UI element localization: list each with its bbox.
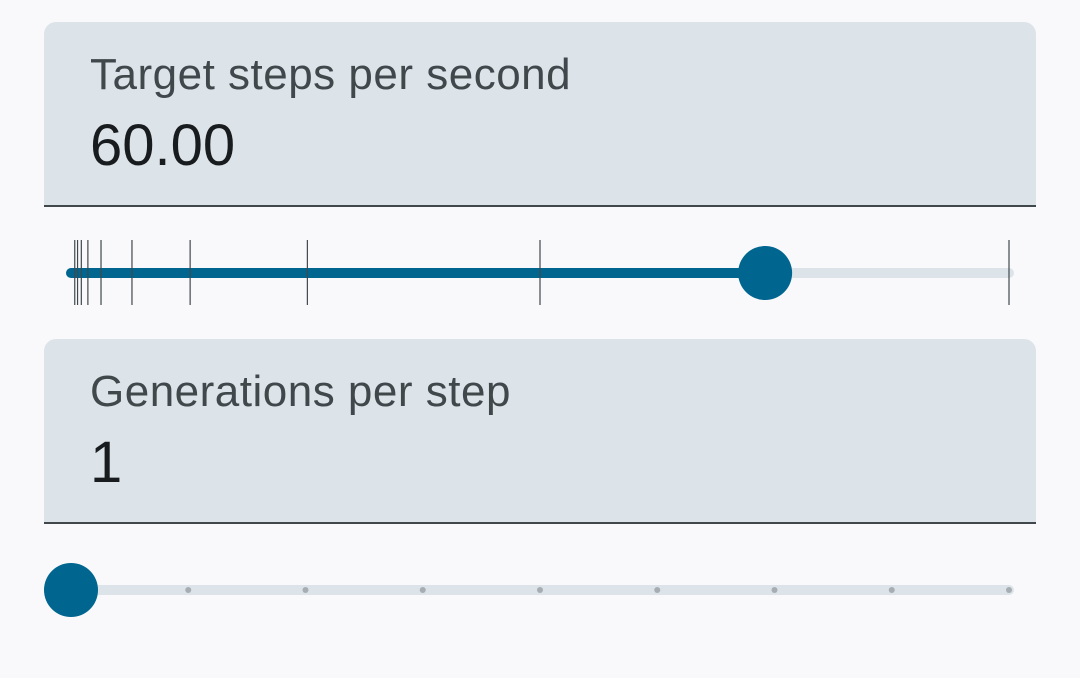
generations-per-step-slider[interactable] xyxy=(44,555,1036,625)
tick-dot xyxy=(654,587,661,593)
tick-dot xyxy=(419,587,426,593)
tick-dot xyxy=(888,587,895,593)
tick-dot xyxy=(771,587,778,593)
slider-thumb[interactable] xyxy=(738,246,793,300)
target-steps-label: Target steps per second xyxy=(90,50,572,99)
slider-thumb[interactable] xyxy=(44,563,98,617)
target-steps-value[interactable]: 60.00 xyxy=(90,113,236,178)
generations-per-step-value[interactable]: 1 xyxy=(90,430,123,495)
generations-per-step-label: Generations per step xyxy=(90,367,511,416)
tick-dot xyxy=(537,587,543,593)
target-steps-slider[interactable] xyxy=(44,238,1036,308)
generations-per-step-field[interactable]: Generations per step 1 xyxy=(44,339,1036,524)
tick-dot xyxy=(185,587,192,593)
tick-dot xyxy=(302,587,309,593)
target-steps-field[interactable]: Target steps per second 60.00 xyxy=(44,22,1036,207)
tick-dot xyxy=(1006,587,1012,593)
